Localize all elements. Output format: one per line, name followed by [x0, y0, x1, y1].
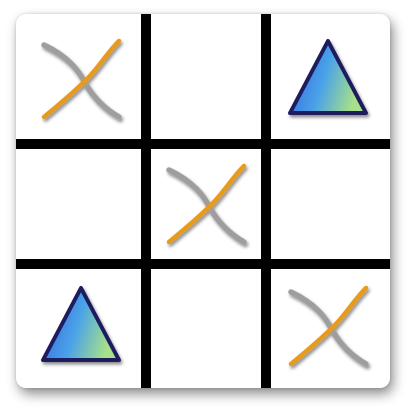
cell-r2-c1[interactable]: [16, 144, 146, 264]
cross-curves-icon: [166, 163, 247, 245]
cell-r2-c3[interactable]: [266, 144, 390, 264]
grid-line-vertical-2: [261, 14, 271, 388]
triangle-icon: [41, 286, 121, 362]
cross-curves-icon: [288, 285, 369, 367]
cell-r3-c2[interactable]: [146, 264, 266, 388]
cell-r2-c2[interactable]: [146, 144, 266, 264]
cell-r3-c3[interactable]: [266, 264, 390, 388]
board-canvas: [16, 14, 390, 388]
triangle-icon: [288, 39, 368, 115]
grid-line-horizontal-1: [16, 139, 390, 149]
cell-r1-c3[interactable]: [266, 14, 390, 144]
cell-r1-c1[interactable]: [16, 14, 146, 144]
grid-line-horizontal-2: [16, 259, 390, 269]
cell-r3-c1[interactable]: [16, 264, 146, 388]
grid-line-vertical-1: [141, 14, 151, 388]
cell-r1-c2[interactable]: [146, 14, 266, 144]
game-board: [16, 14, 390, 388]
cross-curves-icon: [41, 38, 122, 120]
